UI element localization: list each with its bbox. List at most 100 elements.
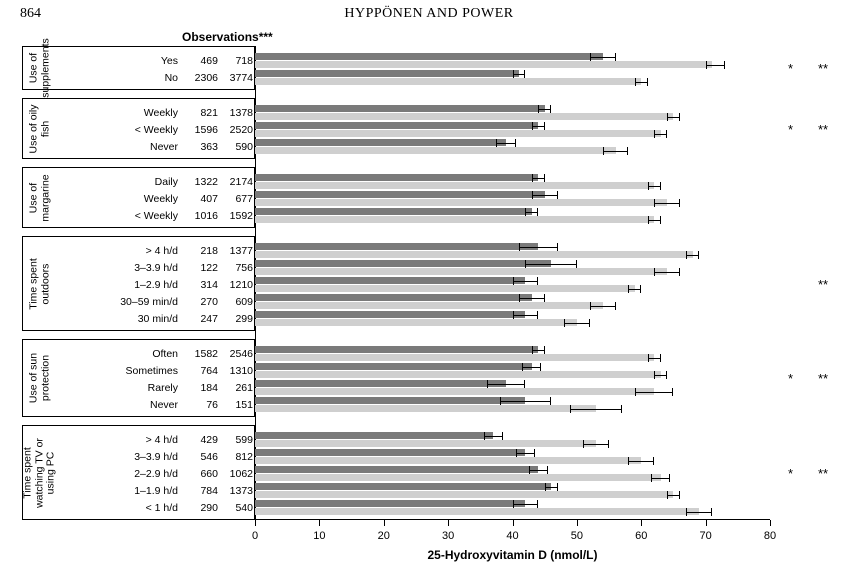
obs-value: 314: [178, 280, 218, 291]
obs-value: 764: [178, 366, 218, 377]
significance-mark: *: [788, 372, 793, 385]
bar-series-a: [255, 449, 525, 456]
bar-series-b: [255, 508, 699, 515]
obs-value: 2306: [178, 73, 218, 84]
significance-mark: **: [818, 467, 828, 480]
bar-series-b: [255, 199, 667, 206]
obs-value: 718: [213, 56, 253, 67]
obs-value: 290: [178, 503, 218, 514]
row-label: < Weekly: [78, 125, 178, 136]
obs-value: 1596: [178, 125, 218, 136]
bar-series-a: [255, 380, 506, 387]
obs-value: 151: [213, 400, 253, 411]
obs-value: 1377: [213, 246, 253, 257]
bar-series-b: [255, 251, 693, 258]
group-label: Use of sunprotection: [28, 353, 51, 403]
row-label: < 1 h/d: [78, 503, 178, 514]
row-label: No: [78, 73, 178, 84]
bar-series-a: [255, 277, 525, 284]
group-label: Time spentoutdoors: [28, 258, 51, 310]
x-tick: [513, 520, 514, 526]
row-label: < Weekly: [78, 211, 178, 222]
obs-value: 1210: [213, 280, 253, 291]
obs-value: 363: [178, 142, 218, 153]
obs-value: 1373: [213, 486, 253, 497]
obs-value: 218: [178, 246, 218, 257]
bar-series-a: [255, 346, 538, 353]
obs-value: 1322: [178, 177, 218, 188]
bar-series-b: [255, 61, 712, 68]
obs-value: 261: [213, 383, 253, 394]
bar-series-b: [255, 78, 641, 85]
obs-value: 429: [178, 435, 218, 446]
bar-series-b: [255, 457, 641, 464]
obs-value: 812: [213, 452, 253, 463]
bar-series-b: [255, 405, 596, 412]
bar-series-a: [255, 174, 538, 181]
x-tick-label: 50: [571, 530, 583, 542]
row-label: > 4 h/d: [78, 246, 178, 257]
bar-series-a: [255, 53, 603, 60]
row-label: Rarely: [78, 383, 178, 394]
bar-series-a: [255, 483, 551, 490]
x-tick: [706, 520, 707, 526]
x-tick: [384, 520, 385, 526]
obs-value: 1016: [178, 211, 218, 222]
bar-series-a: [255, 243, 538, 250]
running-head: HYPPÖNEN AND POWER: [0, 6, 858, 22]
obs-value: 2546: [213, 349, 253, 360]
group-label: Use ofmargarine: [28, 174, 51, 221]
bar-series-a: [255, 105, 545, 112]
x-tick-label: 80: [764, 530, 776, 542]
bar-series-a: [255, 294, 532, 301]
bar-series-a: [255, 500, 525, 507]
bar-series-a: [255, 122, 538, 129]
significance-mark: **: [818, 278, 828, 291]
page: 864 HYPPÖNEN AND POWER Observations*** 0…: [0, 0, 858, 560]
bar-series-a: [255, 191, 545, 198]
bar-series-b: [255, 216, 654, 223]
bar-series-b: [255, 371, 661, 378]
obs-value: 1062: [213, 469, 253, 480]
obs-value: 407: [178, 194, 218, 205]
x-tick: [577, 520, 578, 526]
x-tick: [255, 520, 256, 526]
bar-series-b: [255, 440, 596, 447]
obs-value: 122: [178, 263, 218, 274]
row-label: Never: [78, 142, 178, 153]
row-label: 1–2.9 h/d: [78, 280, 178, 291]
x-tick-label: 60: [635, 530, 647, 542]
bar-series-a: [255, 466, 538, 473]
obs-value: 609: [213, 297, 253, 308]
obs-value: 2174: [213, 177, 253, 188]
row-label: Often: [78, 349, 178, 360]
bar-series-b: [255, 113, 673, 120]
observations-heading: Observations***: [182, 30, 273, 44]
row-label: 30–59 min/d: [78, 297, 178, 308]
bar-series-b: [255, 130, 661, 137]
obs-value: 2520: [213, 125, 253, 136]
x-tick-label: 70: [700, 530, 712, 542]
bar-series-b: [255, 285, 635, 292]
x-tick: [319, 520, 320, 526]
x-tick-label: 20: [378, 530, 390, 542]
obs-value: 1378: [213, 108, 253, 119]
obs-value: 3774: [213, 73, 253, 84]
bar-series-a: [255, 208, 532, 215]
obs-value: 270: [178, 297, 218, 308]
obs-value: 299: [213, 314, 253, 325]
bar-series-b: [255, 302, 603, 309]
x-tick-label: 10: [313, 530, 325, 542]
bar-series-a: [255, 139, 506, 146]
row-label: 3–3.9 h/d: [78, 263, 178, 274]
bar-series-b: [255, 354, 654, 361]
row-label: 3–3.9 h/d: [78, 452, 178, 463]
row-label: > 4 h/d: [78, 435, 178, 446]
x-tick-label: 40: [506, 530, 518, 542]
bar-series-b: [255, 491, 673, 498]
obs-value: 247: [178, 314, 218, 325]
obs-value: 1310: [213, 366, 253, 377]
obs-value: 546: [178, 452, 218, 463]
row-label: 2–2.9 h/d: [78, 469, 178, 480]
bar-series-b: [255, 147, 616, 154]
